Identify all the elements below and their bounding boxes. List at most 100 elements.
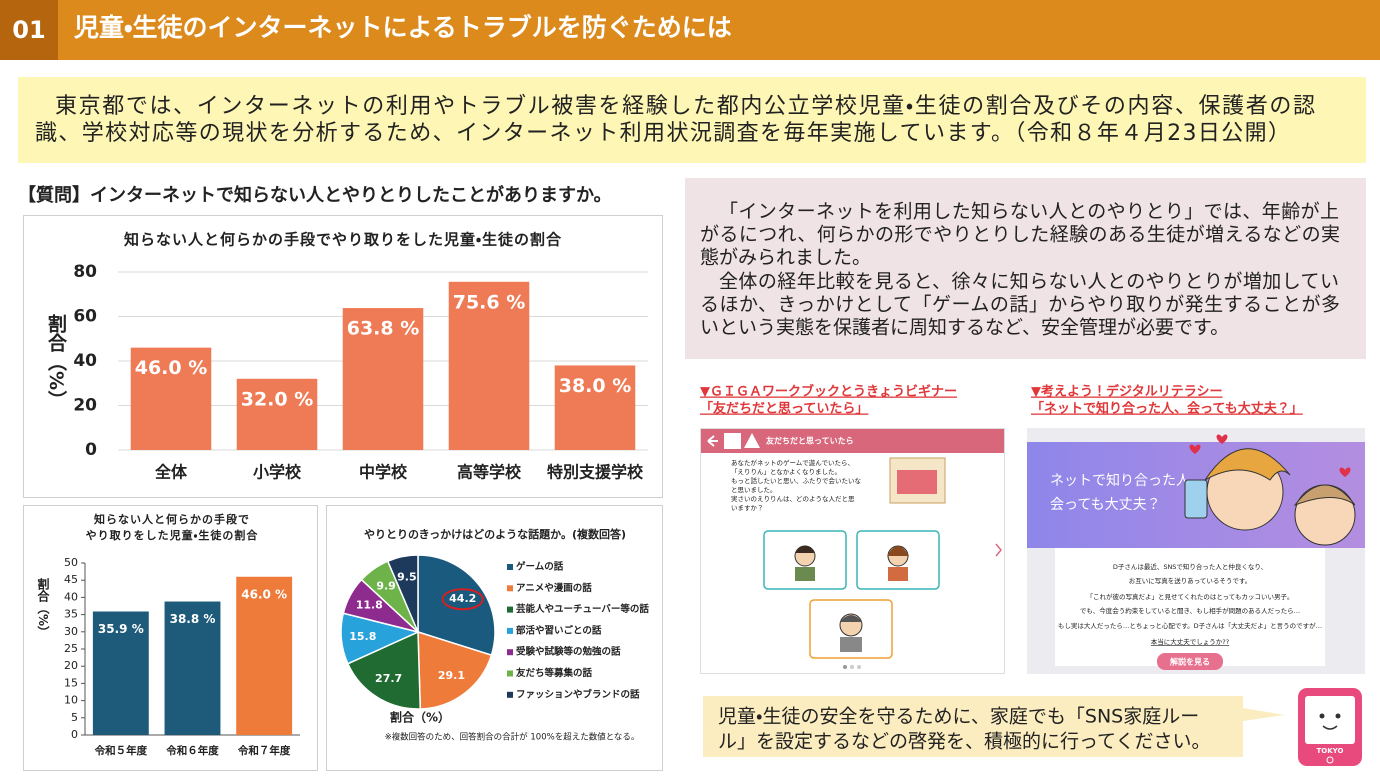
header-title: 児童・生徒のインターネットによるトラブルを防ぐためには (74, 13, 732, 42)
x-axis-label: 割合（%） (390, 710, 450, 725)
hair (840, 615, 862, 622)
legend-swatch (507, 649, 513, 656)
value-label: 46.0 % (135, 357, 208, 379)
legend-swatch (507, 670, 513, 677)
x-tick-label: 令和６年度 (165, 744, 219, 757)
screen-text: いますか？ (731, 504, 764, 512)
screenshot-left[interactable]: 友だちだと思っていたら あなたがネットのゲームで遊んでいたら、 「えりりん」とな… (700, 428, 1005, 674)
chart-note: ※複数回答のため、回答割合の合計が 100%を超えた数値となる。 (385, 732, 640, 743)
x-tick-label: 高等学校 (457, 463, 522, 482)
question: 【質問】インターネットで知らない人とやりとりしたことがありますか。 (18, 184, 612, 206)
x-tick-label: 令和７年度 (237, 744, 291, 757)
y-tick-label: 35 (64, 608, 78, 621)
legend-swatch (507, 691, 513, 698)
value-label: 63.8 % (347, 318, 420, 340)
chart-title: 知らない人と何らかの手段で (93, 512, 250, 526)
x-tick-label: 令和５年度 (94, 744, 148, 757)
screen-text: 「これが彼の写真だよ」と見せてくれたのはとってもカッコいい男子。 (1087, 592, 1294, 601)
pie-slice (417, 554, 496, 657)
header-bar (0, 0, 1380, 60)
intro-line: 東京都では、インターネットの利用やトラブル被害を経験した都内公立学校児童・生徒の… (55, 94, 1315, 119)
slice-label: 9.5 (397, 571, 417, 584)
bar (92, 611, 149, 735)
legend-swatch (507, 585, 513, 592)
phone-label: TOKYO (1317, 747, 1344, 755)
bar (342, 308, 424, 450)
screen-heading: 友だちだと思っていたら (765, 436, 854, 446)
summary-line: 全体の経年比較を見ると、徐々に知らない人とのやりとりが増加してい (719, 271, 1339, 293)
resource-link[interactable]: ▼考えよう！デジタルリテラシー (1031, 384, 1222, 400)
heart (1189, 444, 1201, 454)
body (795, 567, 815, 581)
phone-eye (1319, 713, 1325, 719)
resource-link[interactable]: ▼ＧＩＧＡワークブックとうきょうビギナー (700, 384, 957, 400)
summary-line: 態がみられました。 (700, 247, 871, 269)
screen-text: でも、今度会う約束をしていると聞き、もし相手が問題のある人だったら… (1080, 606, 1300, 615)
chart-title: やり取りをした児童・生徒の割合 (86, 528, 259, 542)
heart (1216, 434, 1228, 444)
y-tick-label: 45 (64, 573, 78, 586)
legend-label: ゲームの話 (516, 561, 564, 573)
y-tick-label: 60 (73, 307, 97, 327)
y-tick-label: 40 (64, 590, 78, 603)
body (888, 567, 908, 581)
y-tick-label: 30 (64, 625, 78, 638)
page-dot (843, 665, 847, 669)
y-tick-label: 20 (64, 659, 78, 672)
value-label: 38.8 % (170, 612, 216, 626)
value-label: 38.0 % (559, 375, 632, 397)
footer-line: ル」を設定するなどの啓発を、積極的に行ってください。 (718, 731, 1210, 753)
screen-panel (1055, 548, 1325, 666)
bar (130, 347, 212, 450)
footer-bubble (703, 696, 1285, 757)
y-tick-label: 5 (71, 711, 78, 724)
y-tick-label: 10 (64, 694, 78, 707)
header-number-box (0, 0, 58, 60)
screen-button-label[interactable]: 解説を見る (1169, 657, 1210, 667)
bar (236, 576, 293, 735)
phone-screen (1305, 696, 1355, 744)
hair (795, 545, 815, 553)
screen-text: もし実は大人だったら…とちょっと心配です。D子さんは「大丈夫だよ」と言うのですが… (1058, 621, 1322, 630)
warning-icon (744, 433, 760, 448)
phone-mouth (1322, 725, 1338, 730)
legend-label: 部活や習いごとの話 (516, 624, 602, 636)
summary-line: いという実態を保護者に周知するなど、安全管理が必要です。 (700, 317, 1229, 339)
resource-link[interactable]: 「ネットで知り合った人、会っても大丈夫？」 (1031, 401, 1303, 417)
bar (554, 365, 636, 450)
chart-title: やりとりのきっかけはどのような話題か。(複数回答) (364, 527, 626, 541)
bar (164, 601, 221, 735)
resource-link[interactable]: 「友だちだと思っていたら」 (700, 401, 868, 417)
slice-label: 44.2 (449, 592, 476, 605)
charts: 知らない人と何らかの手段でやり取りをした児童・生徒の割合割合（%）0204060… (36, 231, 649, 758)
y-tick-label: 80 (73, 262, 97, 282)
screen-text: あなたがネットのゲームで遊んでいたら、 (731, 458, 854, 467)
screen-text: と思いました。 (731, 486, 777, 494)
hair (887, 546, 909, 556)
screen-heading: ネットで知り合った人、 (1050, 472, 1204, 489)
y-axis-label: 割合（%） (36, 577, 50, 638)
header-number: 01 (12, 16, 45, 44)
legend-label: アニメや漫画の話 (516, 582, 592, 594)
intro-line: 識、学校対応等の現状を分析するため、インターネット利用状況調査を毎年実施していま… (35, 121, 1290, 146)
slice-label: 11.8 (356, 599, 383, 612)
x-tick-label: 全体 (155, 463, 188, 482)
next-arrow[interactable] (995, 543, 1002, 557)
slice-label: 9.9 (376, 580, 396, 593)
y-tick-label: 40 (73, 351, 97, 371)
screen-text: お互いに写真を送りあっているそうです。 (1129, 576, 1252, 585)
y-tick-label: 50 (64, 556, 78, 569)
screen-text: 「えりりん」となかよくなりました。 (731, 468, 841, 476)
screen-text: もっと話したいと思い、ふたりで会いたいな (731, 476, 862, 485)
screen-button[interactable] (1157, 653, 1223, 670)
phone-icon: TOKYO (1298, 688, 1362, 766)
value-label: 32.0 % (241, 388, 314, 410)
y-tick-label: 20 (73, 396, 97, 416)
heart (1339, 467, 1351, 477)
slice-label: 29.1 (438, 669, 465, 682)
screenshot-right[interactable]: ネットで知り合った人、 会っても大丈夫？ D子さんは最近、SNSで知り合った人と… (1027, 428, 1365, 674)
phone-button (1326, 756, 1334, 764)
summary-box (685, 178, 1366, 359)
x-tick-label: 小学校 (253, 463, 302, 482)
